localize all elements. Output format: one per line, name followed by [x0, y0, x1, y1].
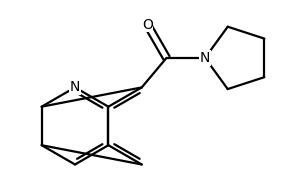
Text: N: N: [70, 80, 80, 94]
Text: N: N: [200, 51, 210, 65]
Text: O: O: [142, 18, 153, 32]
